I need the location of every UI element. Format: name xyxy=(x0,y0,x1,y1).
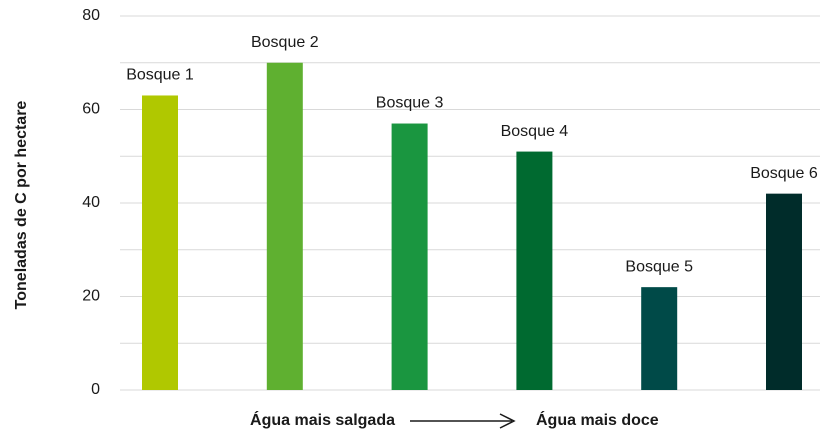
bar-label: Bosque 3 xyxy=(376,95,444,112)
bar-label: Bosque 2 xyxy=(251,34,319,51)
y-axis-label: Toneladas de C por hectare xyxy=(13,101,30,310)
y-tick-label: 60 xyxy=(82,101,100,118)
bar xyxy=(142,95,178,390)
y-tick-label: 20 xyxy=(82,288,100,305)
bar-label: Bosque 1 xyxy=(126,67,194,84)
bar-label: Bosque 5 xyxy=(625,258,693,275)
bar xyxy=(391,123,428,391)
y-tick-label: 40 xyxy=(82,194,100,211)
bar xyxy=(266,62,303,390)
x-axis-label-left: Água mais salgada xyxy=(250,410,395,429)
bar xyxy=(641,287,678,390)
y-tick-label: 0 xyxy=(91,381,100,398)
direction-arrow xyxy=(410,413,516,429)
y-tick-label: 80 xyxy=(82,7,100,24)
x-axis-label-right: Água mais doce xyxy=(536,410,659,429)
bar xyxy=(516,151,553,390)
bar xyxy=(766,193,802,390)
bar-label: Bosque 6 xyxy=(750,165,818,182)
bar-label: Bosque 4 xyxy=(501,123,569,140)
